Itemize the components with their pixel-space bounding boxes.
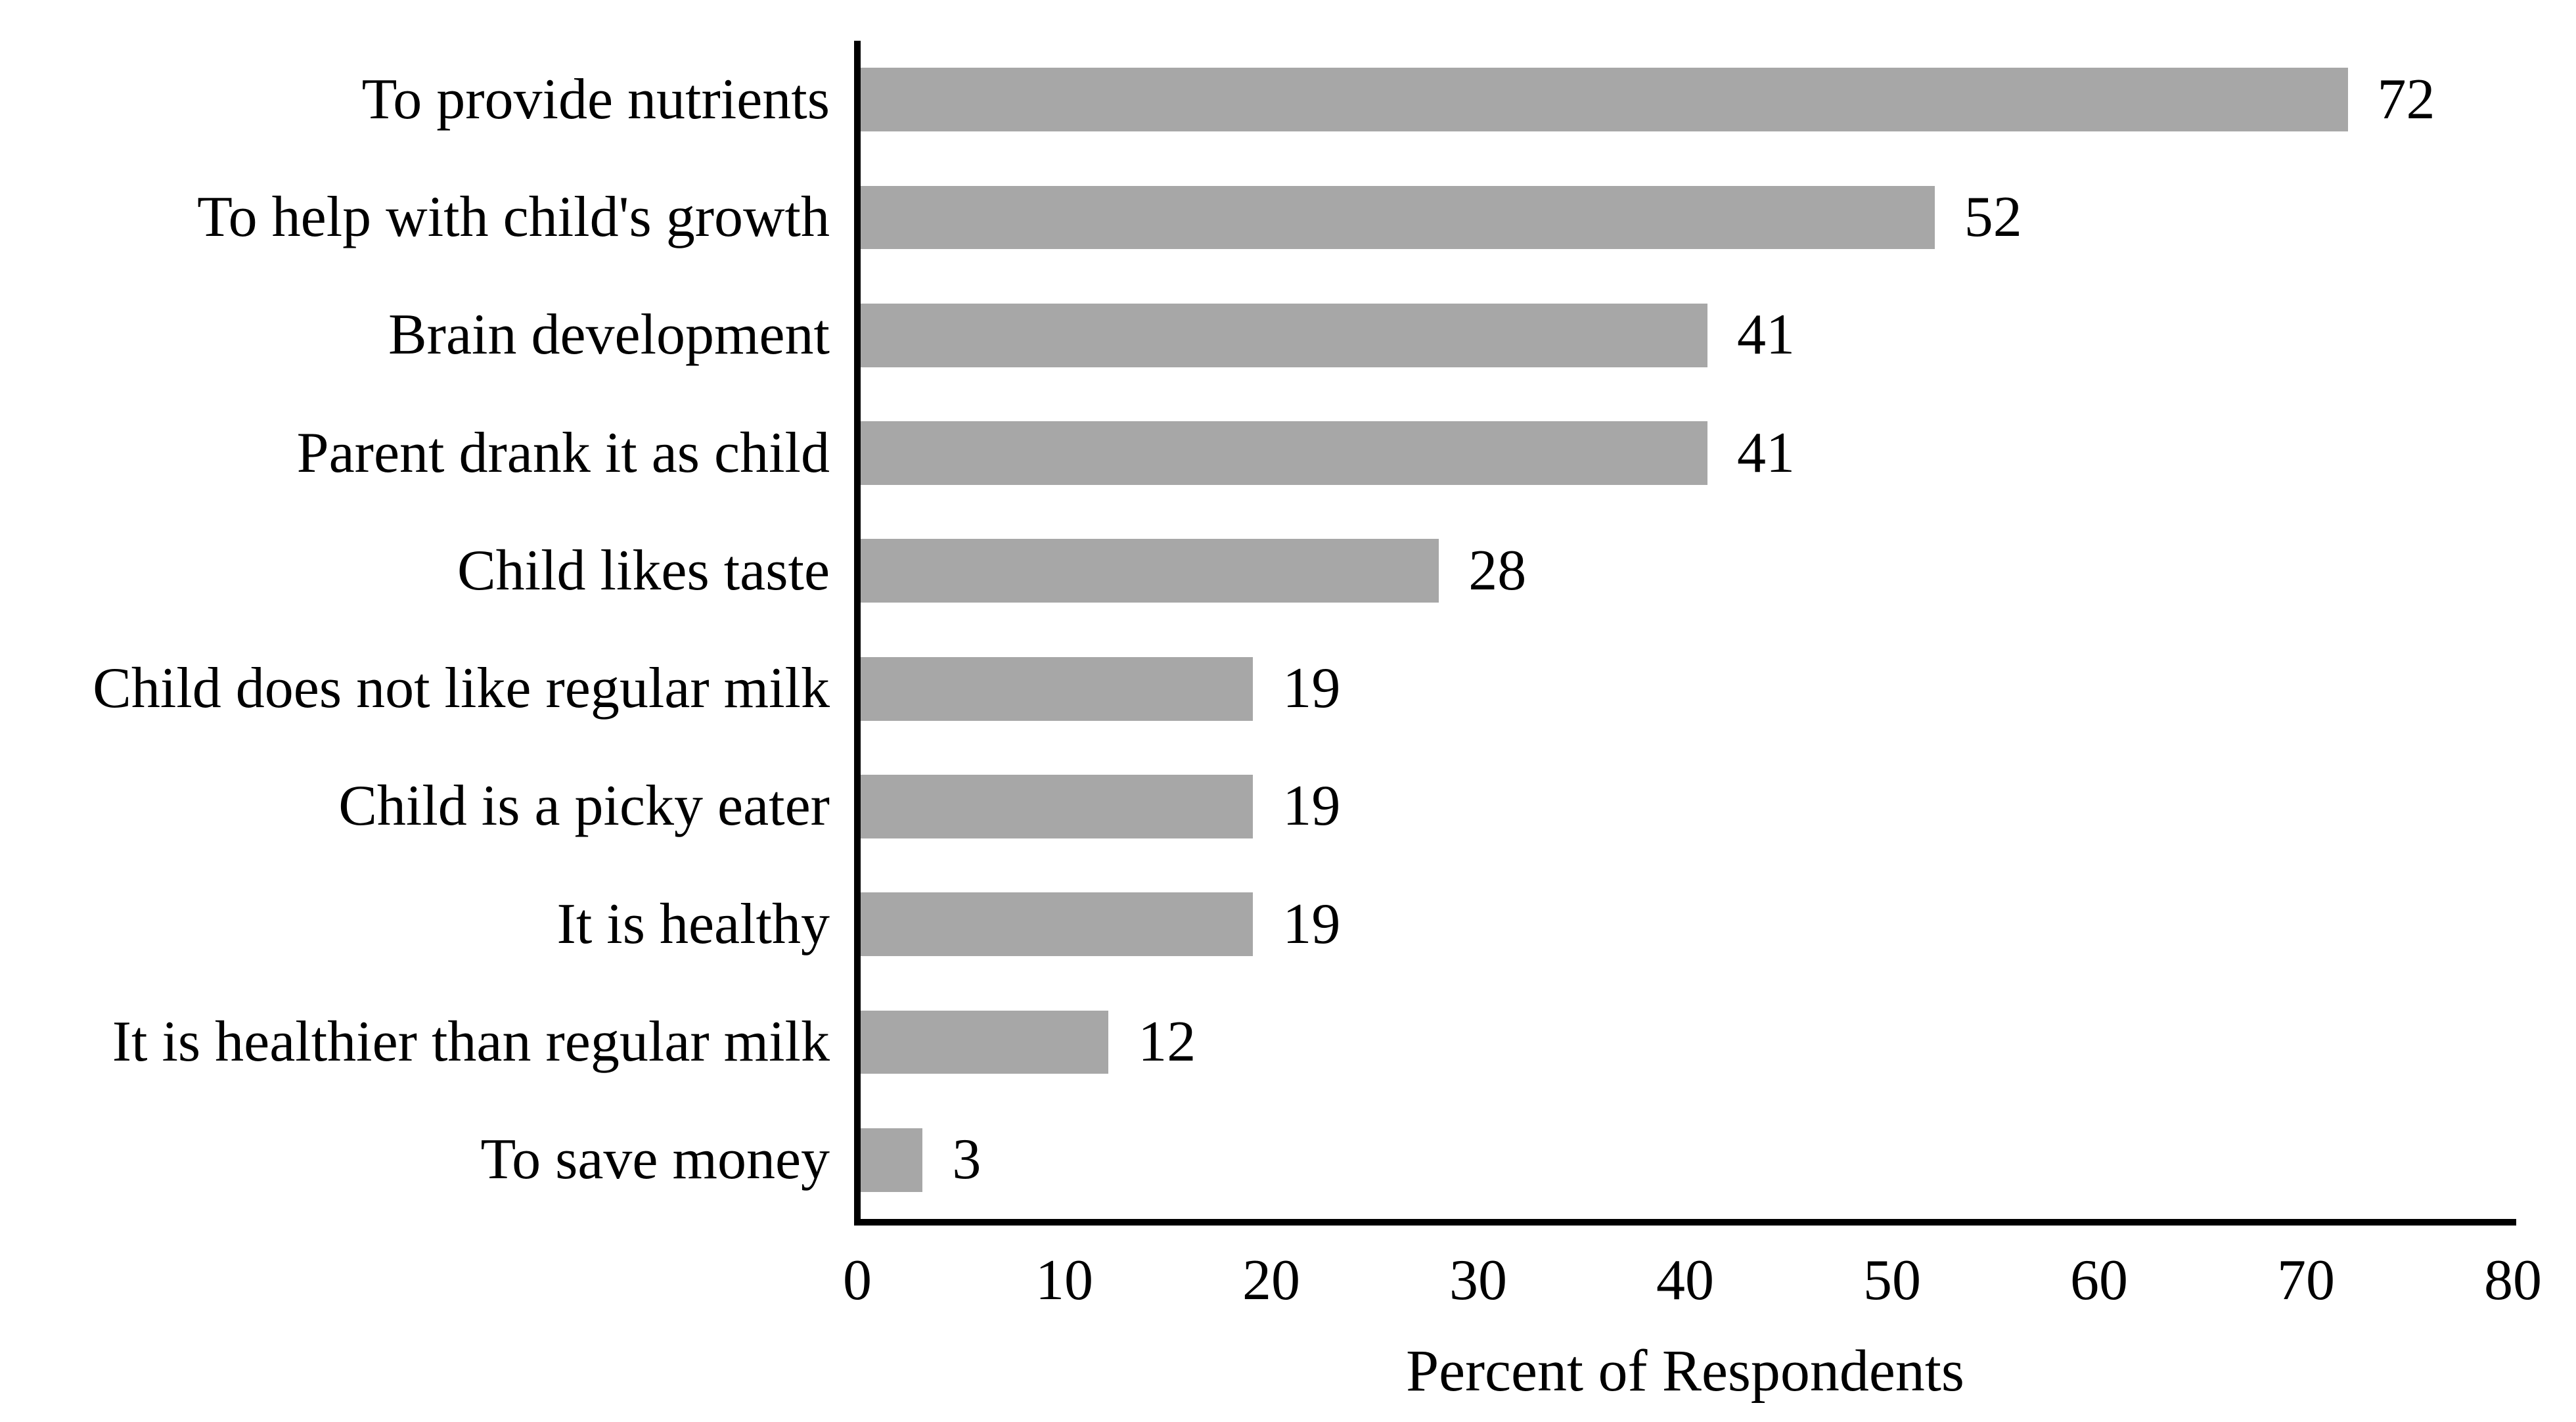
bar-row: 19 <box>861 630 2513 747</box>
x-tick-label: 50 <box>1863 1249 1921 1312</box>
value-label: 52 <box>1964 185 2022 249</box>
x-tick-label: 10 <box>1035 1249 1093 1312</box>
bar <box>861 421 1707 485</box>
bar-row: 72 <box>861 41 2513 158</box>
category-row: It is healthier than regular milk <box>0 983 830 1101</box>
category-row: Child does not like regular milk <box>0 630 830 747</box>
value-label: 3 <box>952 1128 982 1192</box>
bar <box>861 656 1254 721</box>
x-tick-label: 80 <box>2484 1249 2542 1312</box>
category-label: Child does not like regular milk <box>93 656 830 721</box>
category-label: It is healthy <box>556 892 830 956</box>
category-label: Child is a picky eater <box>338 774 830 838</box>
value-label: 41 <box>1736 303 1795 367</box>
category-row: Child likes taste <box>0 512 830 630</box>
bar-row: 3 <box>861 1101 2513 1219</box>
bar <box>861 775 1254 838</box>
x-axis-line <box>854 1219 2516 1226</box>
x-tick-label: 30 <box>1449 1249 1507 1312</box>
category-label: It is healthier than regular milk <box>112 1010 830 1074</box>
value-label: 72 <box>2377 67 2435 131</box>
plot-area: 72 52 41 41 28 19 19 19 <box>861 41 2513 1219</box>
value-label: 41 <box>1736 421 1795 485</box>
y-axis-line <box>854 41 861 1226</box>
x-tick-label: 0 <box>843 1249 872 1312</box>
value-label: 19 <box>1282 656 1341 721</box>
bar <box>861 303 1707 367</box>
bar <box>861 892 1254 957</box>
value-label: 19 <box>1282 892 1341 956</box>
bar-row: 19 <box>861 748 2513 865</box>
bar <box>861 1010 1109 1074</box>
category-row: To help with child's growth <box>0 158 830 276</box>
category-row: It is healthy <box>0 865 830 983</box>
bar-row: 19 <box>861 865 2513 983</box>
bar <box>861 68 2348 132</box>
x-tick-label: 60 <box>2070 1249 2128 1312</box>
category-label: Child likes taste <box>457 538 830 603</box>
category-row: Brain development <box>0 277 830 394</box>
x-axis-title: Percent of Respondents <box>1406 1339 1964 1404</box>
x-tick-label: 20 <box>1242 1249 1300 1312</box>
category-label: Brain development <box>388 303 830 367</box>
bar-row: 52 <box>861 158 2513 276</box>
x-tick-label: 70 <box>2277 1249 2335 1312</box>
category-label: To help with child's growth <box>197 185 830 249</box>
bar-row: 28 <box>861 512 2513 630</box>
category-label: Parent drank it as child <box>296 421 830 485</box>
value-label: 12 <box>1138 1010 1196 1074</box>
value-label: 28 <box>1468 538 1527 603</box>
x-tick-label: 40 <box>1656 1249 1714 1312</box>
value-label: 19 <box>1282 774 1341 838</box>
category-row: To provide nutrients <box>0 41 830 158</box>
bar-row: 41 <box>861 394 2513 512</box>
bar <box>861 539 1439 603</box>
category-label: To save money <box>480 1128 830 1192</box>
bar <box>861 1128 923 1192</box>
bar <box>861 185 1935 250</box>
category-label: To provide nutrients <box>361 67 830 131</box>
bar-row: 12 <box>861 983 2513 1101</box>
bar-row: 41 <box>861 277 2513 394</box>
category-axis-labels: To provide nutrients To help with child'… <box>0 41 830 1219</box>
category-row: Parent drank it as child <box>0 394 830 512</box>
category-row: To save money <box>0 1101 830 1219</box>
category-row: Child is a picky eater <box>0 748 830 865</box>
x-axis-tick-labels: 0 10 20 30 40 50 60 70 80 <box>843 1249 2542 1324</box>
